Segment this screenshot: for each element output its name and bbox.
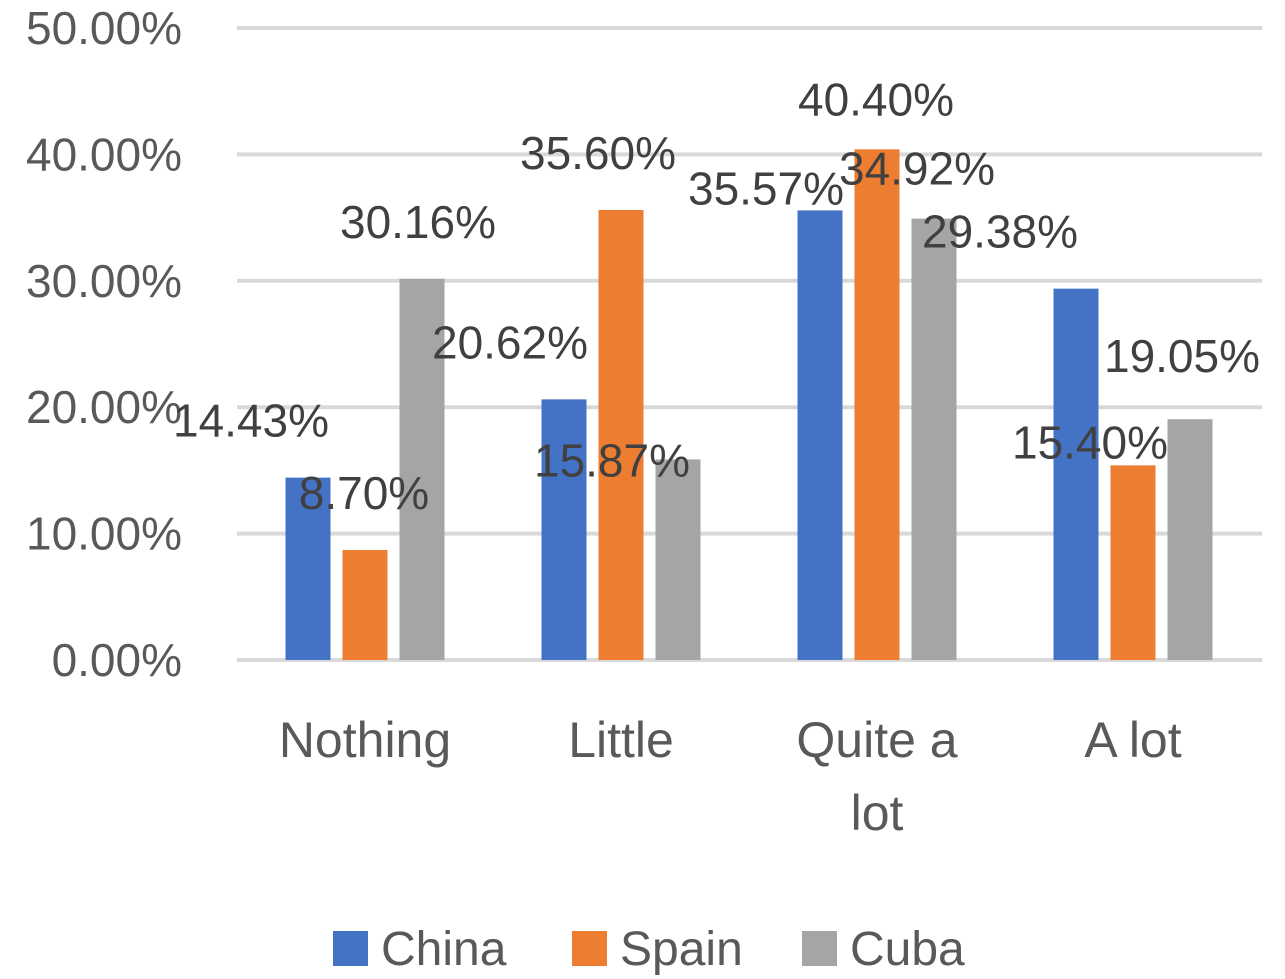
bar-spain-nothing [342,550,388,660]
x-category-label: A lot [1084,712,1181,768]
data-label: 35.57% [688,162,844,214]
bar-cuba-little [655,459,701,660]
legend-swatch-cuba [802,931,837,966]
data-label: 40.40% [798,73,954,125]
bar-cuba-nothing [399,278,445,660]
bar-cuba-a-lot [1167,419,1213,660]
y-tick-label: 50.00% [26,2,182,54]
data-label: 34.92% [839,143,995,195]
data-label: 35.60% [520,127,676,179]
data-label: 14.43% [173,395,329,447]
legend-label-spain: Spain [620,923,743,976]
legend: China Spain Cuba [333,923,965,976]
bar-spain-quite-a-lot [854,149,900,660]
bar-china-nothing [285,477,331,660]
data-label: 19.05% [1104,330,1260,382]
y-axis-tick-labels: 0.00% 10.00% 20.00% 30.00% 40.00% 50.00% [26,2,182,686]
bar-spain-little [598,210,644,661]
data-label: 30.16% [340,196,496,248]
legend-label-cuba: Cuba [850,923,965,976]
bar-china-a-lot [1053,288,1099,660]
legend-swatch-spain [572,931,607,966]
bar-spain-a-lot [1110,465,1156,660]
bar-china-little [541,399,587,660]
data-label: 15.40% [1012,416,1168,468]
y-tick-label: 20.00% [26,381,182,433]
legend-swatch-china [333,931,368,966]
data-label: 8.70% [299,467,429,519]
bars [285,149,1213,661]
data-label: 20.62% [432,316,588,368]
data-label: 29.38% [922,206,1078,258]
x-category-label: Quite a lot [796,712,957,841]
y-tick-label: 10.00% [26,508,182,560]
x-category-label: Nothing [279,712,451,768]
data-label: 15.87% [534,434,690,486]
bar-cuba-quite-a-lot [911,218,957,660]
x-axis-category-labels: Nothing Little Quite a lot A lot [279,712,1182,841]
data-labels: 14.43% 20.62% 35.57% 29.38% 8.70% 35.60% 40.40… [173,73,1260,519]
bar-china-quite-a-lot [797,210,843,660]
y-tick-label: 0.00% [52,634,182,686]
x-category-label: Little [568,712,674,768]
y-tick-label: 30.00% [26,255,182,307]
legend-label-china: China [381,923,507,976]
y-tick-label: 40.00% [26,128,182,180]
